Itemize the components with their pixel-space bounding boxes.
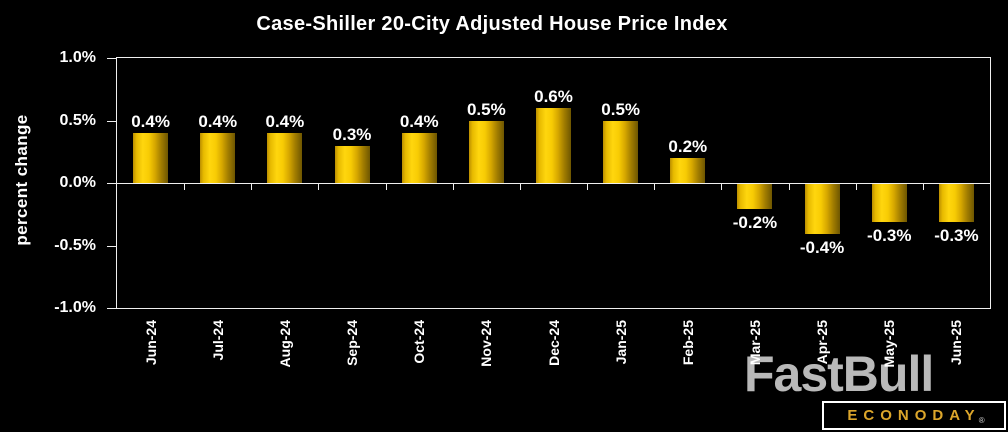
x-tick-mark [789, 183, 790, 190]
y-tick-mark [107, 120, 116, 122]
value-label-Sep-24: 0.3% [332, 124, 372, 144]
x-tick-mark [923, 183, 924, 190]
y-tick-label-0.5%: 0.5% [59, 111, 96, 129]
bar-Feb-25 [670, 158, 706, 183]
x-tick-label-May-25: May-25 [881, 320, 898, 368]
bar-Aug-24 [267, 133, 303, 183]
econoday-logo: ECONODAY ® [822, 401, 1006, 430]
fastbull-watermark: FastBull [744, 346, 934, 402]
x-tick-label-Apr-25: Apr-25 [814, 320, 831, 365]
y-tick-label-0.0%: 0.0% [59, 174, 96, 191]
x-tick-label-Jun-24: Jun-24 [142, 320, 159, 366]
x-tick-label-Oct-24: Oct-24 [411, 320, 428, 364]
registered-trademark-icon: ® [978, 416, 985, 425]
x-tick-label-Dec-24: Dec-24 [545, 320, 562, 366]
x-tick-mark [251, 183, 252, 190]
y-tick-mark [107, 58, 116, 59]
x-tick-label-Aug-24: Aug-24 [276, 320, 293, 368]
value-label-Aug-24: 0.4% [265, 112, 305, 131]
bar-Sep-24 [334, 145, 370, 183]
plot-area: 0.4% 0.4% 0.4% 0.3% 0.4% 0.5% 0.6% 0.5% 0.2% -0.2… [116, 57, 991, 309]
value-label-Jul-24: 0.4% [198, 112, 238, 131]
value-label-May-25: -0.3% [867, 225, 912, 245]
x-tick-mark [453, 183, 454, 190]
bar-Nov-24 [468, 120, 504, 183]
x-tick-label-Jan-25: Jan-25 [612, 320, 629, 365]
y-tick-label--1.0%: -1.0% [54, 299, 96, 316]
x-tick-mark [520, 183, 521, 190]
x-tick-mark [386, 183, 387, 190]
x-tick-mark [587, 183, 588, 190]
y-tick-mark [107, 183, 116, 184]
bar-Jul-24 [200, 133, 236, 183]
value-label-Jan-25: 0.5% [601, 99, 641, 119]
x-tick-label-Mar-25: Mar-25 [746, 320, 763, 366]
y-tick-mark [107, 308, 116, 309]
bar-Apr-25 [804, 184, 840, 234]
econoday-logo-text: ECONODAY [847, 407, 981, 424]
bar-Mar-25 [737, 184, 773, 209]
x-tick-mark [654, 183, 655, 190]
x-tick-label-Jul-24: Jul-24 [209, 320, 226, 361]
x-tick-mark [856, 183, 857, 190]
value-label-Jun-24: 0.4% [131, 112, 170, 131]
y-tick-label--0.5%: -0.5% [54, 236, 96, 254]
x-tick-label-Jun-25: Jun-25 [948, 320, 965, 366]
value-label-Oct-24: 0.4% [399, 112, 439, 131]
bar-Dec-24 [536, 108, 571, 183]
y-tick-mark [107, 245, 116, 247]
x-axis-zero-line [117, 183, 990, 184]
bar-Jan-25 [603, 120, 639, 183]
value-label-Feb-25: 0.2% [668, 137, 708, 156]
value-label-Dec-24: 0.6% [534, 87, 573, 106]
chart-title: Case-Shiller 20-City Adjusted House Pric… [256, 13, 728, 35]
value-label-Jun-25: -0.3% [934, 225, 979, 245]
value-label-Apr-25: -0.4% [799, 238, 845, 257]
bar-Jun-24 [133, 133, 169, 183]
x-tick-mark [184, 183, 185, 190]
bar-May-25 [871, 184, 907, 222]
x-tick-label-Sep-24: Sep-24 [344, 320, 361, 366]
x-tick-label-Feb-25: Feb-25 [679, 320, 696, 366]
x-tick-mark [721, 183, 722, 190]
y-tick-label-1.0%: 1.0% [59, 49, 96, 66]
bar-Jun-25 [938, 184, 974, 222]
x-tick-label-Nov-24: Nov-24 [478, 320, 495, 367]
bar-Oct-24 [401, 133, 437, 183]
value-label-Mar-25: -0.2% [732, 213, 778, 232]
x-tick-mark [318, 183, 319, 190]
value-label-Nov-24: 0.5% [466, 99, 506, 119]
